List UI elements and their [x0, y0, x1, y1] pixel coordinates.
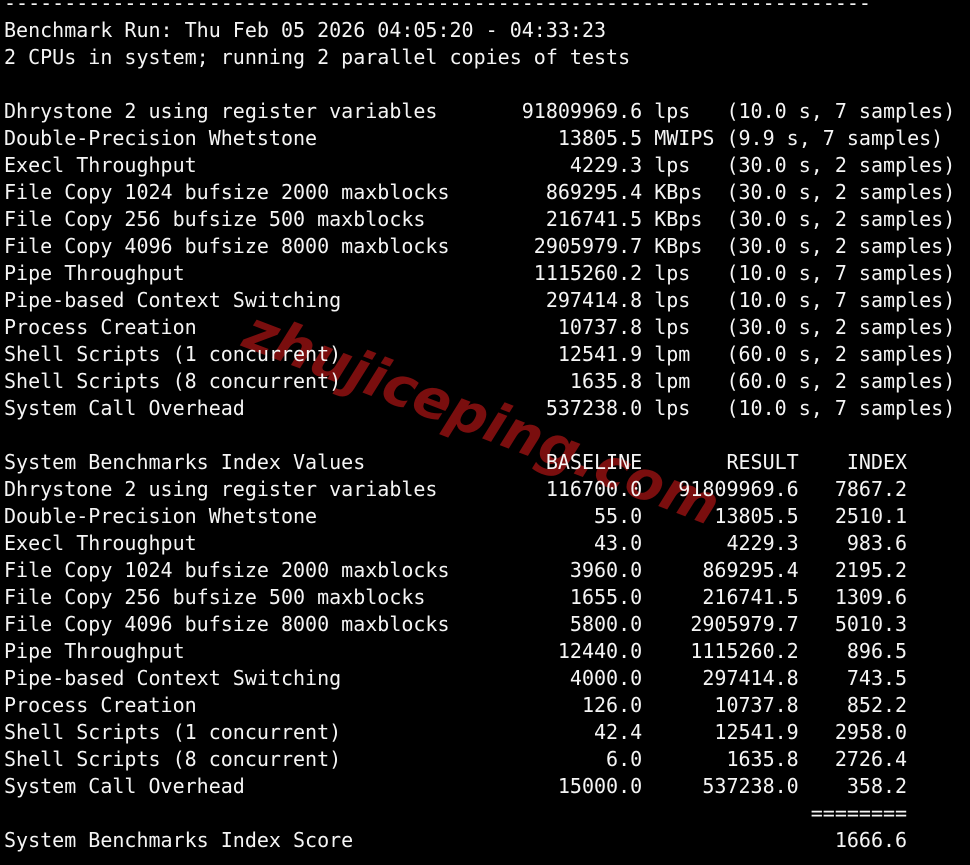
- score-line: System Benchmarks Index Score 1666.6: [4, 828, 908, 852]
- index-row-line: Dhrystone 2 using register variables 116…: [4, 477, 908, 501]
- index-row-line: File Copy 4096 bufsize 8000 maxblocks 58…: [4, 612, 908, 636]
- score-separator-line: ========: [4, 801, 908, 825]
- benchmark-result-line: System Call Overhead 537238.0 lps (10.0 …: [4, 396, 956, 420]
- index-row-line: Pipe Throughput 12440.0 1115260.2 896.5: [4, 639, 908, 663]
- index-row-line: Process Creation 126.0 10737.8 852.2: [4, 693, 908, 717]
- benchmark-result-line: File Copy 1024 bufsize 2000 maxblocks 86…: [4, 180, 956, 204]
- cpu-info-line: 2 CPUs in system; running 2 parallel cop…: [4, 45, 631, 69]
- benchmark-result-line: File Copy 256 bufsize 500 maxblocks 2167…: [4, 207, 956, 231]
- benchmark-run-line: Benchmark Run: Thu Feb 05 2026 04:05:20 …: [4, 18, 607, 42]
- benchmark-result-line: Execl Throughput 4229.3 lps (30.0 s, 2 s…: [4, 153, 956, 177]
- benchmark-result-line: Dhrystone 2 using register variables 918…: [4, 99, 956, 123]
- benchmark-result-line: File Copy 4096 bufsize 8000 maxblocks 29…: [4, 234, 956, 258]
- benchmark-result-line: Pipe Throughput 1115260.2 lps (10.0 s, 7…: [4, 261, 956, 285]
- index-row-line: Pipe-based Context Switching 4000.0 2974…: [4, 666, 908, 690]
- blank-line: [4, 71, 955, 98]
- benchmark-result-line: Shell Scripts (1 concurrent) 12541.9 lpm…: [4, 342, 956, 366]
- index-row-line: Double-Precision Whetstone 55.0 13805.5 …: [4, 504, 908, 528]
- index-row-line: File Copy 256 bufsize 500 maxblocks 1655…: [4, 585, 908, 609]
- terminal-output: ----------------------------------------…: [4, 0, 955, 854]
- benchmark-result-line: Double-Precision Whetstone 13805.5 MWIPS…: [4, 126, 944, 150]
- benchmark-result-line: Shell Scripts (8 concurrent) 1635.8 lpm …: [4, 369, 956, 393]
- index-row-line: File Copy 1024 bufsize 2000 maxblocks 39…: [4, 558, 908, 582]
- index-row-line: Execl Throughput 43.0 4229.3 983.6: [4, 531, 908, 555]
- separator-line: ----------------------------------------…: [4, 0, 871, 15]
- index-row-line: System Call Overhead 15000.0 537238.0 35…: [4, 774, 908, 798]
- index-row-line: Shell Scripts (1 concurrent) 42.4 12541.…: [4, 720, 908, 744]
- index-header-line: System Benchmarks Index Values BASELINE …: [4, 450, 908, 474]
- benchmark-result-line: Process Creation 10737.8 lps (30.0 s, 2 …: [4, 315, 956, 339]
- benchmark-result-line: Pipe-based Context Switching 297414.8 lp…: [4, 288, 956, 312]
- blank-line: [4, 422, 955, 449]
- index-row-line: Shell Scripts (8 concurrent) 6.0 1635.8 …: [4, 747, 908, 771]
